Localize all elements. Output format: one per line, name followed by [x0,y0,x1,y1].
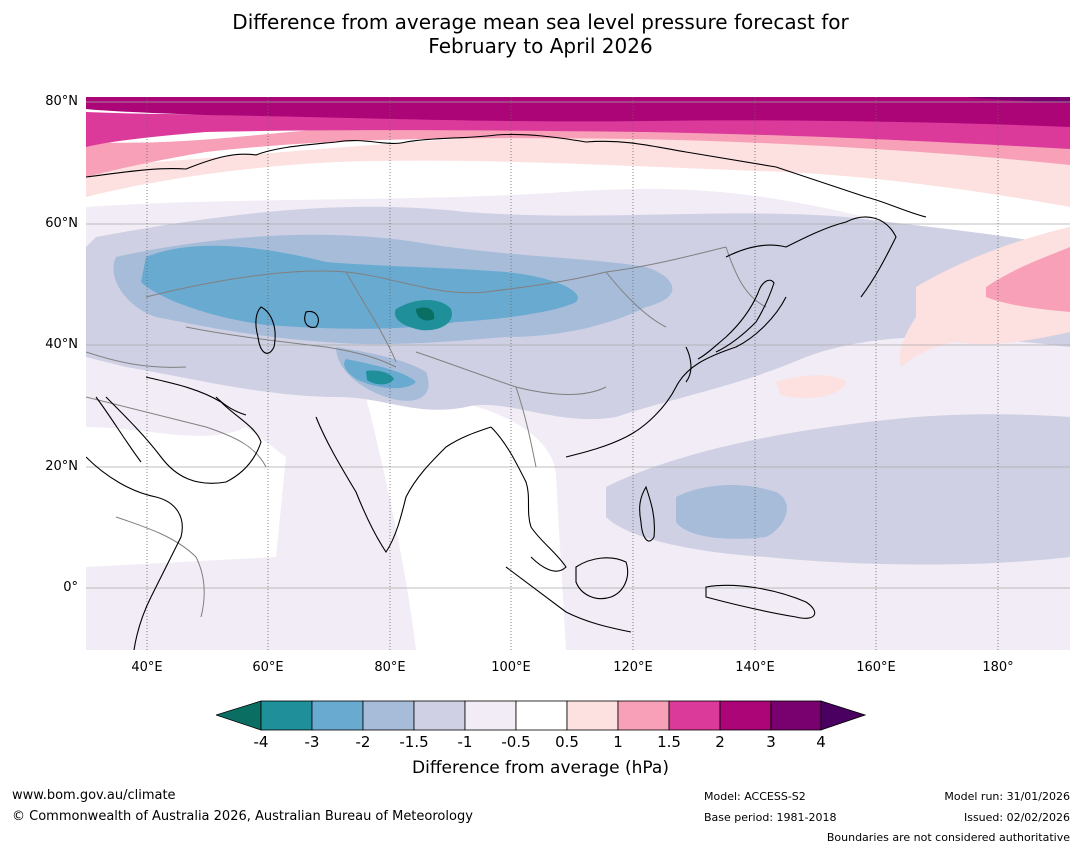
lat-label-60n: 60°N [45,216,78,231]
issued-date: Issued: 02/02/2026 [963,811,1070,824]
colorbar-tick: -1 [457,733,473,751]
colorbar-bin-6 [515,700,568,731]
lat-label-0: 0° [63,580,78,595]
colorbar-bin-7 [566,700,619,731]
colorbar-tick: -1.5 [399,733,429,751]
anomaly-shade-pink [86,125,1070,177]
colorbar-bin-8 [617,700,670,731]
colorbar-tick: -2 [355,733,371,751]
copyright-notice: © Commonwealth of Australia 2026, Austra… [12,809,473,824]
anomaly-shade-light-blue-pacific [676,485,787,539]
anomaly-shade-pale-pink [86,132,1070,207]
anomaly-shade-pale-pink-west-pacific [776,375,846,399]
colorbar [216,700,866,731]
anomaly-shade-white-gap [366,395,566,650]
lon-label-120e: 120°E [613,660,653,675]
model-run-date: Model run: 31/01/2026 [944,790,1070,803]
colorbar-tick: 1.5 [657,733,681,751]
colorbar-tick: -0.5 [501,733,531,751]
title-line-2: February to April 2026 [428,34,653,58]
lon-label-60e: 60°E [252,660,284,675]
coastlines [86,133,927,650]
lon-label-140e: 140°E [735,660,775,675]
colorbar-bin-2 [311,700,364,731]
lon-label-40e: 40°E [131,660,163,675]
colorbar-bin-9 [668,700,721,731]
anomaly-shade-magenta [86,112,1070,149]
colorbar-bin-4 [413,700,466,731]
lat-label-20n: 20°N [45,459,78,474]
colorbar-low-extend [216,700,262,731]
site-link[interactable]: www.bom.gov.au/climate [12,788,176,803]
title-line-1: Difference from average mean sea level p… [232,10,849,34]
colorbar-tick: 0.5 [555,733,579,751]
base-period: Base period: 1981-2018 [704,811,837,824]
lon-label-180: 180° [982,660,1014,675]
lon-label-160e: 160°E [856,660,896,675]
map-title: Difference from average mean sea level p… [0,10,1081,58]
colorbar-bin-3 [362,700,415,731]
lat-label-40n: 40°N [45,337,78,352]
anomaly-shade-white-gap-2 [86,427,286,567]
lon-label-80e: 80°E [374,660,406,675]
anomaly-shade-pale-pink-pacific [899,227,1070,367]
boundary-disclaimer: Boundaries are not considered authoritat… [826,831,1070,844]
colorbar-bin-11 [770,700,822,731]
colorbar-tick: -3 [304,733,320,751]
colorbar-tick: 4 [816,733,826,751]
lat-label-80n: 80°N [45,94,78,109]
anomaly-shade-teal-tibet [366,370,394,385]
colorbar-tick: 3 [766,733,776,751]
colorbar-tick: -4 [253,733,269,751]
anomaly-shade-deep-magenta [86,97,1070,127]
colorbar-label: Difference from average (hPa) [412,758,669,778]
colorbar-bin-10 [719,700,772,731]
anomaly-shade-deep-teal [416,307,435,321]
map-field [86,97,1070,650]
longitude-gridlines [146,97,999,650]
colorbar-bin-5 [464,700,517,731]
anomaly-shade-pink-pacific [986,247,1070,312]
colorbar-bin-1 [260,700,313,731]
pressure-anomaly-map [86,97,1070,650]
colorbar-high-extend [820,700,866,731]
latitude-gridlines [86,101,1070,589]
colorbar-tick: 2 [715,733,725,751]
anomaly-shade-blue [141,245,578,329]
anomaly-shade-purple [966,97,1070,103]
lon-label-100e: 100°E [491,660,531,675]
colorbar-tick: 1 [613,733,623,751]
model-name: Model: ACCESS-S2 [704,790,806,803]
